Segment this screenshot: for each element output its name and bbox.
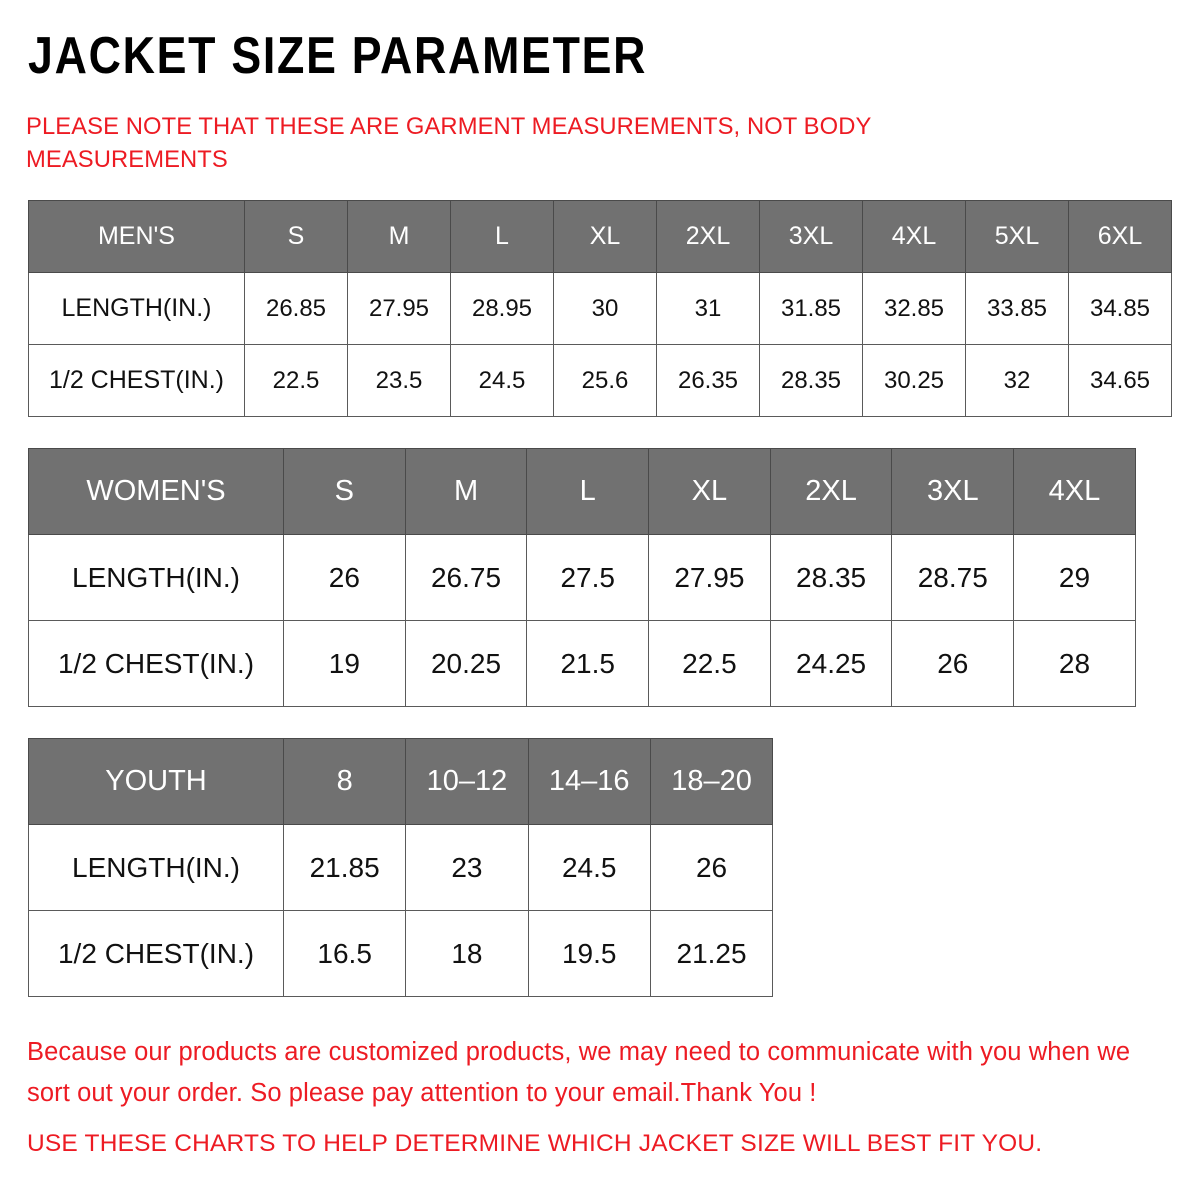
men-row-label: 1/2 CHEST(IN.) (28, 344, 245, 417)
chart-usage-note: USE THESE CHARTS TO HELP DETERMINE WHICH… (27, 1130, 1043, 1157)
mens-table-body: LENGTH(IN.) 26.85 27.95 28.95 30 31 31.85 32.85… (28, 272, 1172, 417)
women-measurement-cell: 26 (891, 620, 1015, 707)
youth-measurement-cell: 21.25 (649, 910, 774, 997)
men-column-header: S (244, 200, 348, 273)
women-row-label: LENGTH(IN.) (28, 534, 284, 621)
men-column-header: 5XL (965, 200, 1069, 273)
men-measurement-cell: 31 (656, 272, 760, 345)
page-title: JACKET SIZE PARAMETER (28, 27, 648, 85)
table-row: LENGTH(IN.) 26.85 27.95 28.95 30 31 31.85 32.85… (28, 272, 1172, 345)
women-measurement-cell: 27.95 (648, 534, 771, 621)
women-column-header: 4XL (1013, 448, 1136, 535)
women-column-header: M (404, 448, 528, 535)
youth-measurement-cell: 19.5 (527, 910, 651, 997)
youth-corner-label: YOUTH (28, 738, 284, 825)
youth-measurement-cell: 21.85 (282, 824, 407, 911)
youth-measurement-cell: 16.5 (282, 910, 407, 997)
youth-column-header: 18–20 (649, 738, 774, 825)
measurement-disclaimer: PLEASE NOTE THAT THESE ARE GARMENT MEASU… (26, 113, 871, 173)
women-measurement-cell: 28 (1013, 620, 1136, 707)
men-column-header: 4XL (862, 200, 966, 273)
womens-table-body: LENGTH(IN.) 26 26.75 27.5 27.95 28.35 28.75 29 1… (28, 534, 1136, 707)
men-measurement-cell: 34.85 (1068, 272, 1172, 345)
youth-table-body: LENGTH(IN.) 21.85 23 24.5 26 1/2 CHEST(IN.) 16… (28, 824, 774, 997)
youth-column-header: 8 (282, 738, 407, 825)
men-measurement-cell: 31.85 (759, 272, 863, 345)
womens-size-table: WOMEN'S S M L XL 2XL 3XL 4XL LENGTH(IN.) 26 26.75… (28, 448, 1136, 707)
women-measurement-cell: 20.25 (404, 620, 528, 707)
men-measurement-cell: 32 (965, 344, 1069, 417)
table-row: LENGTH(IN.) 21.85 23 24.5 26 (28, 824, 774, 911)
women-measurement-cell: 24.25 (769, 620, 893, 707)
women-measurement-cell: 19 (283, 620, 406, 707)
men-measurement-cell: 25.6 (553, 344, 657, 417)
men-measurement-cell: 30.25 (862, 344, 966, 417)
youth-measurement-cell: 26 (649, 824, 774, 911)
youth-table-header: YOUTH 8 10–12 14–16 18–20 (28, 738, 774, 825)
women-column-header: 2XL (769, 448, 893, 535)
customization-note: Because our products are customized prod… (27, 1038, 1131, 1107)
women-column-header: S (283, 448, 406, 535)
table-row: 1/2 CHEST(IN.) 16.5 18 19.5 21.25 (28, 910, 774, 997)
men-measurement-cell: 28.95 (450, 272, 554, 345)
men-measurement-cell: 23.5 (347, 344, 451, 417)
table-header-row: MEN'S S M L XL 2XL 3XL 4XL 5XL 6XL (28, 200, 1172, 273)
men-measurement-cell: 22.5 (244, 344, 348, 417)
women-column-header: 3XL (891, 448, 1015, 535)
men-row-label: LENGTH(IN.) (28, 272, 245, 345)
youth-row-label: 1/2 CHEST(IN.) (28, 910, 284, 997)
men-column-header: XL (553, 200, 657, 273)
table-header-row: YOUTH 8 10–12 14–16 18–20 (28, 738, 774, 825)
men-column-header: 2XL (656, 200, 760, 273)
men-measurement-cell: 26.85 (244, 272, 348, 345)
men-measurement-cell: 27.95 (347, 272, 451, 345)
women-measurement-cell: 26.75 (404, 534, 528, 621)
men-corner-label: MEN'S (28, 200, 245, 273)
women-measurement-cell: 22.5 (648, 620, 771, 707)
women-measurement-cell: 21.5 (526, 620, 650, 707)
women-measurement-cell: 28.35 (769, 534, 893, 621)
men-measurement-cell: 32.85 (862, 272, 966, 345)
youth-measurement-cell: 24.5 (527, 824, 651, 911)
men-column-header: 3XL (759, 200, 863, 273)
youth-size-table: YOUTH 8 10–12 14–16 18–20 LENGTH(IN.) 21.85 23… (28, 738, 774, 997)
table-row: 1/2 CHEST(IN.) 22.5 23.5 24.5 25.6 26.35 28.35… (28, 344, 1172, 417)
youth-measurement-cell: 18 (405, 910, 529, 997)
youth-measurement-cell: 23 (405, 824, 529, 911)
table-header-row: WOMEN'S S M L XL 2XL 3XL 4XL (28, 448, 1136, 535)
youth-column-header: 10–12 (405, 738, 529, 825)
men-measurement-cell: 30 (553, 272, 657, 345)
youth-row-label: LENGTH(IN.) (28, 824, 284, 911)
men-column-header: 6XL (1068, 200, 1172, 273)
men-measurement-cell: 26.35 (656, 344, 760, 417)
women-column-header: XL (648, 448, 771, 535)
men-column-header: L (450, 200, 554, 273)
women-column-header: L (526, 448, 650, 535)
women-corner-label: WOMEN'S (28, 448, 284, 535)
women-row-label: 1/2 CHEST(IN.) (28, 620, 284, 707)
table-row: 1/2 CHEST(IN.) 19 20.25 21.5 22.5 24.25 26 28 (28, 620, 1136, 707)
men-measurement-cell: 28.35 (759, 344, 863, 417)
mens-size-table: MEN'S S M L XL 2XL 3XL 4XL 5XL 6XL LENGTH(IN.) 26.… (28, 200, 1172, 417)
women-measurement-cell: 28.75 (891, 534, 1015, 621)
men-measurement-cell: 34.65 (1068, 344, 1172, 417)
men-measurement-cell: 33.85 (965, 272, 1069, 345)
womens-table-header: WOMEN'S S M L XL 2XL 3XL 4XL (28, 448, 1136, 535)
women-measurement-cell: 26 (283, 534, 406, 621)
youth-column-header: 14–16 (527, 738, 651, 825)
men-measurement-cell: 24.5 (450, 344, 554, 417)
mens-table-header: MEN'S S M L XL 2XL 3XL 4XL 5XL 6XL (28, 200, 1172, 273)
table-row: LENGTH(IN.) 26 26.75 27.5 27.95 28.35 28.75 29 (28, 534, 1136, 621)
women-measurement-cell: 29 (1013, 534, 1136, 621)
men-column-header: M (347, 200, 451, 273)
women-measurement-cell: 27.5 (526, 534, 650, 621)
